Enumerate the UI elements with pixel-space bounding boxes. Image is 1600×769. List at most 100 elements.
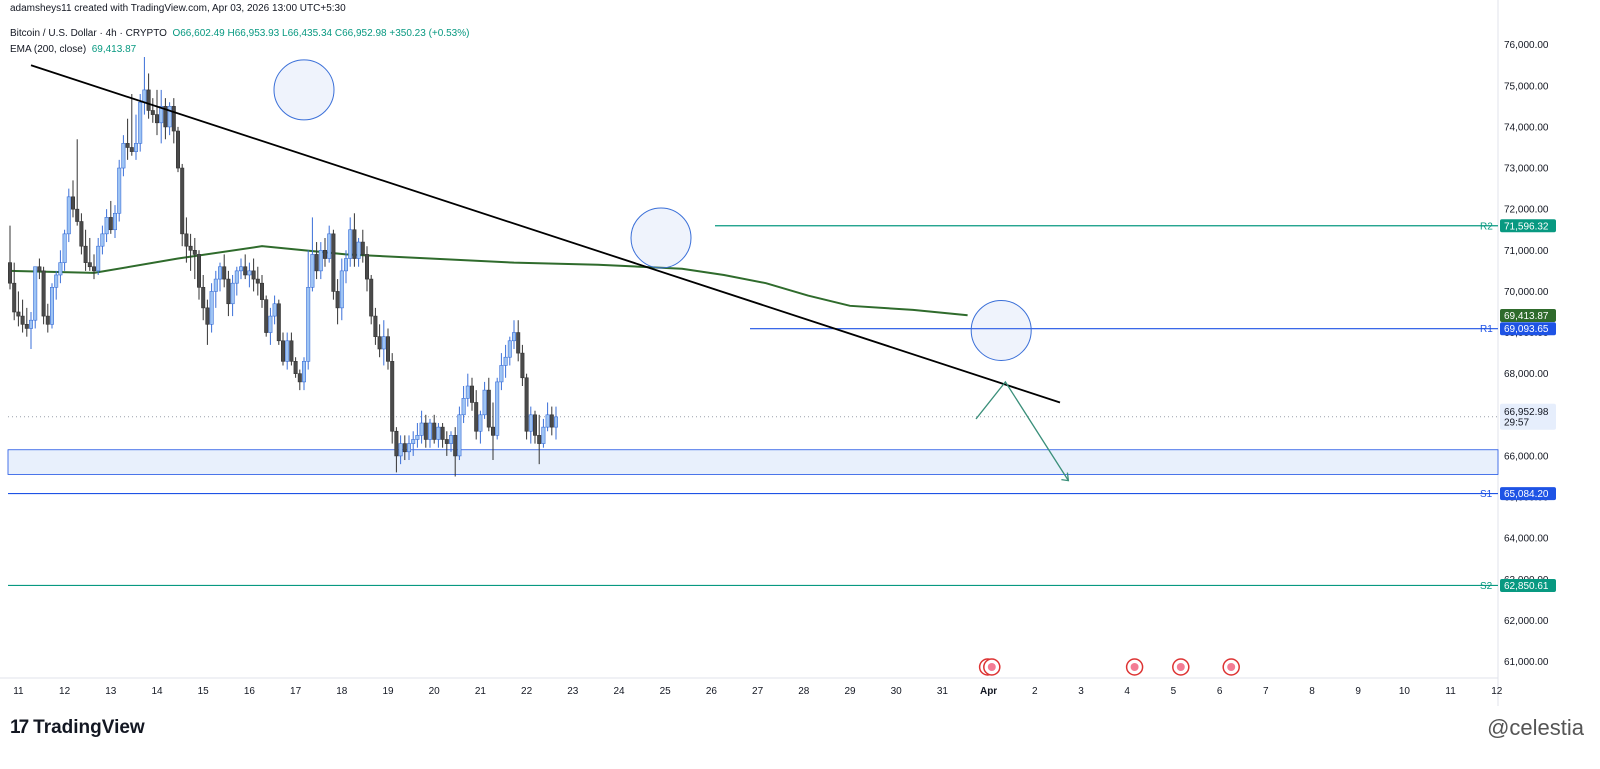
candle — [432, 414, 437, 444]
candle — [541, 418, 546, 448]
candle-body — [453, 435, 458, 457]
candle-body — [495, 381, 500, 436]
y-tick-label: 68,000.00 — [1504, 369, 1549, 380]
candle — [423, 414, 428, 448]
candle — [356, 237, 361, 267]
x-tick-label: 16 — [244, 686, 256, 697]
flag-icon-fill — [1176, 663, 1185, 671]
candle-body — [142, 89, 147, 103]
economic-event-icon — [1222, 658, 1240, 676]
candle-body — [335, 291, 340, 309]
candle-body — [201, 287, 206, 309]
candle — [117, 159, 122, 222]
candle — [537, 414, 542, 465]
countdown-label: 29:57 — [1504, 418, 1529, 429]
indicator-legend[interactable]: EMA (200, close) 69,413.87 — [10, 44, 136, 55]
candle — [146, 73, 151, 119]
candle-body — [520, 352, 525, 379]
candle-body — [213, 278, 218, 292]
candle — [465, 373, 470, 407]
x-tick-label: 12 — [59, 686, 71, 697]
candle-body — [419, 422, 424, 436]
candle — [331, 229, 336, 300]
highlight-circle — [630, 207, 692, 269]
candle — [71, 180, 76, 218]
candle — [461, 386, 466, 424]
candle — [293, 357, 298, 378]
support-zone — [7, 449, 1499, 475]
candle — [478, 410, 483, 444]
level-badge-r1: 69,093.65 — [1504, 324, 1549, 335]
candle — [134, 114, 139, 160]
candle — [239, 258, 244, 280]
x-tick-label: 21 — [475, 686, 487, 697]
candle — [41, 266, 46, 325]
candle-body — [394, 430, 399, 457]
candle-body — [511, 332, 516, 342]
x-tick-label: 7 — [1263, 686, 1269, 697]
candle-body — [301, 361, 306, 383]
x-tick-label: 29 — [844, 686, 856, 697]
candle — [16, 291, 21, 327]
x-tick-label: Apr — [980, 686, 997, 697]
candle — [457, 406, 462, 461]
candle — [486, 377, 491, 432]
candle-body — [293, 361, 298, 374]
candle — [113, 205, 118, 238]
y-tick-label: 66,000.00 — [1504, 451, 1549, 462]
candle — [20, 299, 25, 333]
created-by-caption: adamsheys11 created with TradingView.com… — [10, 3, 346, 14]
candle — [427, 418, 432, 448]
candle — [453, 427, 458, 477]
candle-body — [507, 340, 512, 358]
candle-body — [331, 233, 336, 292]
candle — [12, 262, 17, 321]
candle — [259, 274, 264, 308]
candle — [142, 57, 147, 115]
candle — [222, 254, 227, 288]
candle-body — [41, 270, 46, 317]
candle — [394, 427, 399, 473]
economic-event-icon — [1125, 658, 1144, 676]
ema-badge: 69,413.87 — [1504, 311, 1549, 322]
candle — [322, 237, 327, 267]
tradingview-logo[interactable]: 17 TradingView — [10, 717, 145, 739]
candle-body — [423, 422, 428, 440]
candle — [180, 163, 185, 247]
candle-body — [415, 435, 420, 440]
candle-body — [486, 389, 491, 428]
x-tick-label: 26 — [706, 686, 718, 697]
highlight-circle — [273, 59, 335, 121]
candle-body — [176, 130, 181, 169]
candle-body — [436, 426, 441, 440]
candle-body — [66, 196, 71, 235]
candle-body — [218, 266, 223, 280]
y-tick-label: 70,000.00 — [1504, 287, 1549, 298]
candle-body — [377, 336, 382, 350]
candle-body — [474, 402, 479, 432]
candle-body — [268, 315, 273, 333]
candle-body — [163, 106, 168, 128]
candle — [545, 402, 550, 432]
candle — [188, 233, 193, 271]
candle-body — [306, 287, 311, 362]
candle-body — [406, 443, 411, 453]
candle — [469, 377, 474, 411]
x-tick-label: 11 — [13, 686, 24, 697]
candle-body — [490, 426, 495, 436]
watermark: @celestia — [1487, 715, 1584, 740]
symbol-legend[interactable]: Bitcoin / U.S. Dollar · 4h · CRYPTO O66,… — [10, 28, 469, 39]
candle — [339, 258, 344, 321]
candle-body — [247, 270, 252, 276]
y-tick-label: 72,000.00 — [1504, 205, 1549, 216]
candle — [272, 295, 277, 325]
candle-body — [138, 101, 143, 144]
candle — [234, 266, 239, 296]
candle — [197, 250, 202, 300]
x-tick-label: 11 — [1445, 686, 1456, 697]
candle — [482, 381, 487, 419]
candle — [364, 246, 369, 292]
candle — [83, 229, 88, 271]
candle — [24, 307, 29, 337]
